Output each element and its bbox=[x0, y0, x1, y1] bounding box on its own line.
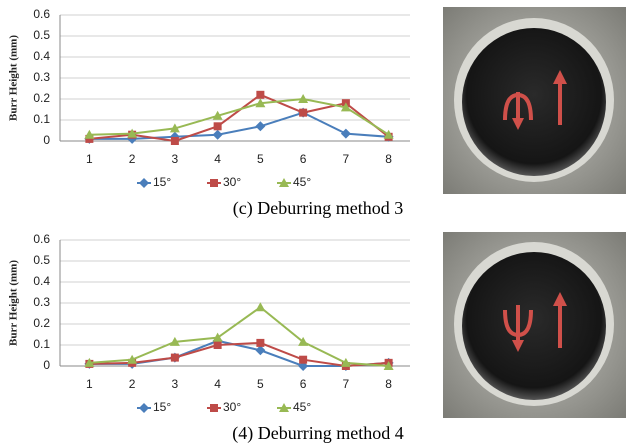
series-line bbox=[89, 305, 389, 367]
x-tick-label: 1 bbox=[86, 377, 93, 391]
caption: (c) Deburring method 3 bbox=[233, 198, 403, 219]
legend-marker bbox=[279, 178, 289, 187]
marker bbox=[298, 94, 309, 103]
y-axis-label: Burr Height (mm) bbox=[8, 260, 20, 346]
marker bbox=[169, 336, 180, 346]
marker bbox=[213, 122, 222, 131]
y-tick-label: 0.3 bbox=[33, 70, 50, 84]
legend-label: 45° bbox=[293, 175, 311, 189]
marker bbox=[340, 357, 351, 367]
photo-1 bbox=[443, 7, 626, 194]
marker bbox=[212, 110, 223, 120]
marker bbox=[255, 98, 266, 108]
x-tick-label: 3 bbox=[172, 377, 179, 391]
x-tick-label: 8 bbox=[385, 152, 392, 166]
marker bbox=[383, 129, 394, 139]
series-line bbox=[89, 341, 389, 368]
series-line bbox=[89, 93, 390, 143]
marker bbox=[256, 90, 265, 99]
marker bbox=[85, 134, 94, 143]
marker bbox=[340, 128, 351, 139]
marker bbox=[383, 361, 394, 370]
legend-label: 15° bbox=[153, 400, 171, 414]
y-tick-label: 0.1 bbox=[33, 112, 50, 126]
legend-marker bbox=[139, 403, 149, 413]
y-tick-label: 0.5 bbox=[33, 253, 50, 267]
y-tick-label: 0.6 bbox=[33, 7, 50, 21]
marker bbox=[84, 129, 95, 139]
legend-marker bbox=[210, 179, 218, 187]
x-tick-label: 1 bbox=[86, 152, 93, 166]
marker bbox=[298, 336, 309, 346]
marker bbox=[169, 123, 180, 133]
marker bbox=[127, 128, 138, 138]
marker bbox=[213, 341, 222, 349]
marker bbox=[127, 354, 138, 364]
marker bbox=[340, 102, 351, 112]
x-tick-label: 6 bbox=[300, 152, 307, 166]
y-tick-label: 0.1 bbox=[33, 337, 50, 351]
legend-label: 45° bbox=[293, 400, 311, 414]
marker bbox=[212, 129, 223, 140]
y-tick-label: 0 bbox=[43, 133, 50, 147]
series-line bbox=[89, 111, 389, 140]
photo-2 bbox=[443, 232, 626, 418]
y-tick-label: 0.2 bbox=[33, 91, 50, 105]
series-line bbox=[89, 97, 390, 136]
y-tick-label: 0 bbox=[43, 358, 50, 372]
legend-label: 30° bbox=[223, 175, 241, 189]
legend-marker bbox=[279, 403, 289, 412]
marker bbox=[256, 338, 265, 347]
legend-label: 15° bbox=[153, 175, 171, 189]
y-tick-label: 0.5 bbox=[33, 28, 50, 42]
x-tick-label: 5 bbox=[257, 152, 264, 166]
marker bbox=[255, 302, 266, 312]
marker bbox=[299, 355, 308, 364]
marker bbox=[84, 357, 95, 367]
y-axis-label: Burr Height (mm) bbox=[8, 35, 20, 121]
x-tick-label: 4 bbox=[214, 377, 221, 391]
x-tick-label: 4 bbox=[214, 152, 221, 166]
marker bbox=[255, 121, 266, 132]
caption: (4) Deburring method 4 bbox=[232, 423, 403, 444]
x-tick-label: 5 bbox=[257, 377, 264, 391]
marker bbox=[170, 137, 179, 145]
x-tick-label: 2 bbox=[129, 377, 136, 391]
marker bbox=[212, 332, 223, 342]
x-tick-label: 7 bbox=[343, 377, 350, 391]
y-tick-label: 0.6 bbox=[33, 232, 50, 246]
legend-label: 30° bbox=[223, 400, 241, 414]
y-tick-label: 0.4 bbox=[33, 274, 50, 288]
marker bbox=[299, 108, 308, 117]
x-tick-label: 6 bbox=[300, 377, 307, 391]
marker bbox=[255, 345, 266, 356]
x-tick-label: 3 bbox=[172, 152, 179, 166]
x-tick-label: 7 bbox=[343, 152, 350, 166]
marker bbox=[170, 353, 179, 362]
legend-marker bbox=[139, 178, 149, 188]
legend-marker bbox=[210, 404, 218, 412]
x-tick-label: 8 bbox=[385, 377, 392, 391]
y-tick-label: 0.2 bbox=[33, 316, 50, 330]
y-tick-label: 0.3 bbox=[33, 295, 50, 309]
x-tick-label: 2 bbox=[129, 152, 136, 166]
y-tick-label: 0.4 bbox=[33, 49, 50, 63]
